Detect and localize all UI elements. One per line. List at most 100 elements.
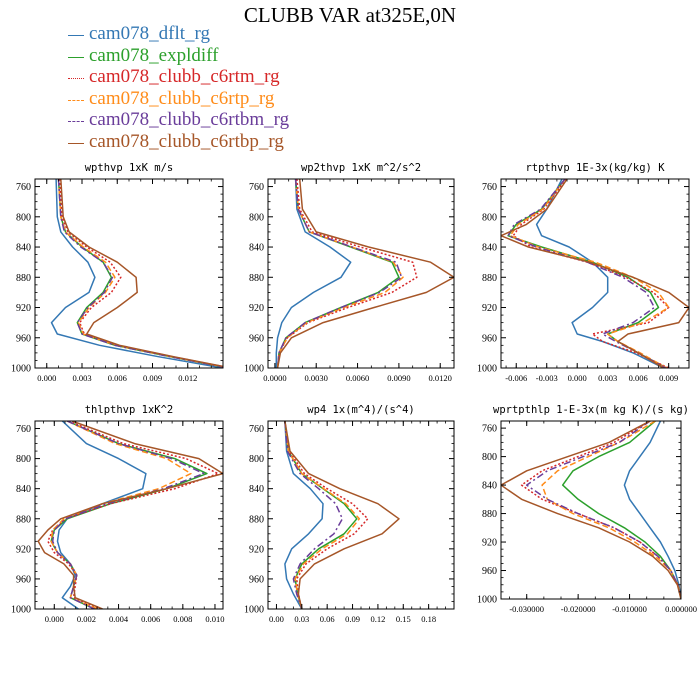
y-tick-label: 800 [482,452,497,463]
x-tick-label: 0.000 [45,614,64,624]
panel-title: wp2thvp 1xK m^2/s^2 [301,162,421,174]
legend-entry: cam078_clubb_c6rtm_rg [68,66,398,90]
series-line [60,179,223,368]
y-tick-label: 800 [482,212,497,223]
x-tick-label: 0.0000 [263,373,286,383]
legend-line [68,142,84,144]
plot-frame [500,178,690,369]
series-line [276,179,404,368]
x-tick-label: 0.00 [269,614,284,624]
y-tick-label: 920 [249,303,264,314]
series-line [57,179,223,368]
x-tick-label: 0.15 [396,614,411,624]
legend-entry: cam078_clubb_c6rtbp_rg [68,130,398,155]
y-tick-label: 760 [16,424,31,435]
series-line [501,421,681,599]
y-tick-label: 840 [249,243,264,254]
series-line [284,421,324,609]
y-tick-label: 760 [482,182,497,193]
x-tick-label: -0.006 [505,373,527,383]
x-tick-label: 0.18 [421,614,436,624]
y-tick-label: 1000 [477,595,497,606]
y-tick-label: 960 [16,574,31,585]
y-tick-label: 760 [249,182,264,193]
legend-entry: cam078_clubb_c6rtp_rg [68,87,398,112]
series-line [47,421,219,609]
x-tick-label: 0.010 [205,614,224,624]
plot-frame [267,178,455,369]
series-line [507,179,667,368]
y-tick-label: 960 [249,333,264,344]
y-tick-label: 960 [482,566,497,577]
series-line [535,179,664,368]
legend-label: cam078_clubb_c6rtbp_rg [89,130,284,152]
x-tick-label: 0.006 [108,373,127,383]
y-tick-label: 920 [482,303,497,314]
y-tick-label: 880 [16,514,31,525]
series-line [512,179,670,368]
y-tick-label: 920 [16,544,31,555]
y-tick-label: 800 [249,454,264,465]
x-tick-label: 0.006 [629,373,648,383]
legend-label: cam078_dflt_rg [89,23,211,44]
y-tick-label: 800 [16,212,31,223]
chart-panel: wprtpthlp 1-E-3x(m kg K)/(s kg) 760 800 840… [477,404,697,614]
x-tick-label: -0.010000 [612,604,647,614]
y-tick-label: 800 [16,454,31,465]
y-tick-label: 960 [16,333,31,344]
y-tick-label: 840 [482,481,497,492]
x-tick-label: -0.030000 [509,604,544,614]
series-line [623,421,681,599]
x-tick-label: 0.009 [143,373,162,383]
y-tick-label: 920 [482,538,497,549]
series-line [520,421,681,599]
series-line [561,421,681,599]
y-tick-label: 840 [249,484,264,495]
legend-line [68,99,84,101]
series-line [507,179,666,368]
legend-entry: cam078_clubb_c6rtbm_rg [68,109,398,133]
y-tick-label: 1000 [477,364,497,375]
x-tick-label: 0.0030 [305,373,328,383]
series-line [275,179,352,368]
panel-title: rtpthvp 1E-3x(kg/kg) K [525,162,665,174]
legend-label: cam078_clubb_c6rtp_rg [89,87,275,109]
legend-line [68,121,84,122]
plot-frame [500,420,682,600]
series-line [501,179,689,368]
series-line [58,179,223,368]
panel-title: thlpthvp 1xK^2 [85,404,174,416]
series-line [525,421,681,599]
x-tick-label: 0.000 [568,373,587,383]
panel-title: wprtpthlp 1-E-3x(m kg K)/(s kg) [493,404,689,416]
y-tick-label: 1000 [11,605,31,616]
series-line [284,421,344,609]
x-tick-label: 0.0060 [346,373,369,383]
plot-frame [34,420,224,610]
y-tick-label: 920 [249,544,264,555]
series-line [276,179,400,368]
legend: cam078_dflt_rg cam078_expldiff cam078_cl… [68,23,398,155]
chart-panel: wpthvp 1xK m/s 760 800 840 880 920 960 1000 0.00… [11,162,224,383]
series-line [57,179,223,368]
x-tick-label: 0.003 [598,373,617,383]
y-tick-label: 760 [16,182,31,193]
chart-panel: wp2thvp 1xK m^2/s^2 760 800 840 880 920 960 100… [244,162,455,383]
y-tick-label: 960 [482,333,497,344]
y-tick-label: 880 [482,509,497,520]
x-tick-label: 0.0090 [387,373,410,383]
x-tick-label: -0.020000 [561,604,596,614]
legend-line [68,56,84,58]
series-line [50,421,208,609]
y-tick-label: 880 [249,273,264,284]
y-tick-label: 840 [16,243,31,254]
series-line [276,179,403,368]
y-tick-label: 840 [482,243,497,254]
x-tick-label: 0.06 [320,614,335,624]
series-line [51,421,205,609]
panel-title: wp4 1x(m^4)/(s^4) [307,404,414,416]
figure-title: CLUBB VAR at325E,0N [243,3,457,27]
y-tick-label: 920 [16,303,31,314]
chart-panel: wp4 1x(m^4)/(s^4) 760 800 840 880 920 960 1000 0… [244,404,455,624]
